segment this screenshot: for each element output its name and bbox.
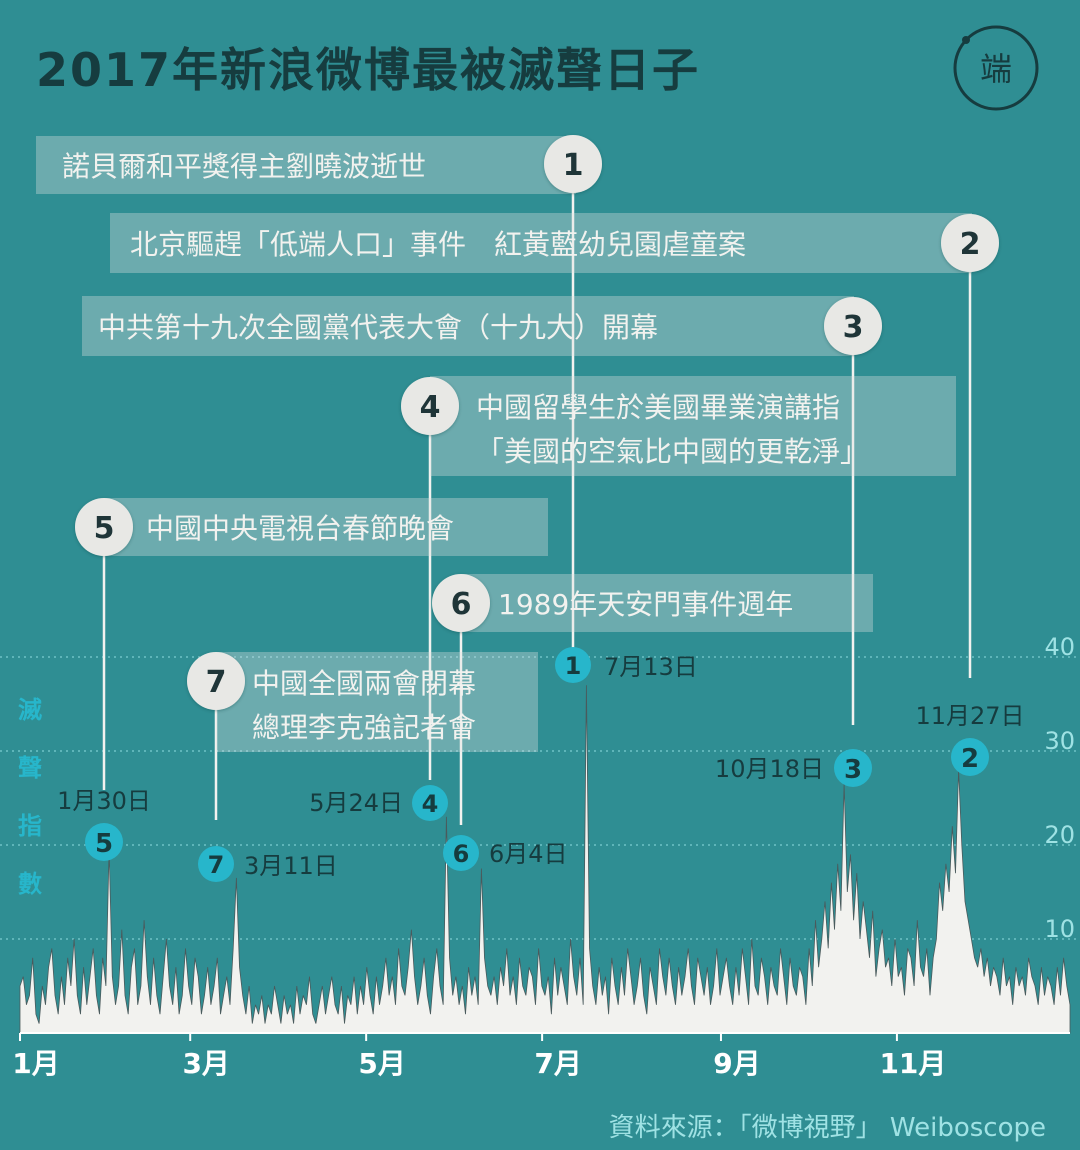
peak-marker-1: 1 7月13日 [555,647,698,683]
peak-marker-7: 7 3月11日 [198,846,338,882]
y-axis-label-char: 數 [18,870,42,898]
callout-4-number: 4 [420,390,441,425]
callout-3: 中共第十九次全國黨代表大會（十九大）開幕 3 [82,296,882,356]
peak-4-number: 4 [422,790,439,818]
peak-5-dot [85,823,123,861]
logo: 端 [953,25,1039,111]
callout-5-label: 中國中央電視台春節晚會 [146,512,454,545]
callout-7-number: 7 [206,665,227,700]
y-axis-label-char: 滅 [18,696,42,724]
peak-3-number: 3 [844,755,862,785]
logo-mark: 端 [980,50,1012,88]
peak-3-dot [834,749,872,787]
callout-connectors [102,180,972,825]
callout-2-box [110,213,972,273]
peak-7-dot [198,846,234,882]
callout-4-label: 中國留學生於美國畢業演講指 [476,391,840,424]
callout-7: 中國全國兩會閉幕 總理李克強記者會 7 [187,652,538,752]
callout-1: 諾貝爾和平獎得主劉曉波逝世 1 [36,135,602,194]
peak-marker-2: 2 11月27日 [915,702,1025,776]
peak-1-number: 1 [565,652,582,680]
callout-1-bubble [544,135,602,193]
x-tick-label: 3月 [182,1047,229,1080]
callout-5: 中國中央電視台春節晚會 5 [75,498,548,556]
callout-1-label: 諾貝爾和平獎得主劉曉波逝世 [62,150,426,183]
callout-5-number: 5 [94,511,115,546]
logo-dot [962,36,970,44]
y-tick-label: 40 [1044,633,1075,661]
peak-1-date: 7月13日 [604,653,698,681]
y-axis-label: 滅 聲 指 數 [18,696,42,898]
callout-2-number: 2 [960,227,981,262]
callout-6-label: 1989年天安門事件週年 [498,588,793,621]
callout-5-bubble [75,498,133,556]
callout-6-box [461,574,873,632]
peak-6-number: 6 [453,840,470,868]
peak-6-dot [443,835,479,871]
callout-4: 中國留學生於美國畢業演講指 「美國的空氣比中國的更乾淨」 4 [401,376,956,476]
source-credit: 資料來源：「微博視野」 Weiboscope [609,1113,1046,1143]
x-tick-label: 7月 [534,1047,581,1080]
x-tick-label: 5月 [358,1047,405,1080]
peak-3-date: 10月18日 [715,755,824,783]
callout-2-bubble [941,214,999,272]
callout-7-label: 中國全國兩會閉幕 [252,667,476,700]
callout-6-number: 6 [451,587,472,622]
y-axis-label-char: 指 [18,812,42,840]
callout-3-bubble [824,297,882,355]
peak-2-number: 2 [961,744,979,774]
peak-5-number: 5 [95,829,113,859]
peak-4-date: 5月24日 [309,789,403,817]
callout-3-number: 3 [843,310,864,345]
peak-4-dot [412,785,448,821]
callout-2: 北京驅趕「低端人口」事件 紅黃藍幼兒園虐童案 2 [110,213,999,273]
callout-7-label-line2: 總理李克強記者會 [252,711,476,744]
gridlines [0,656,1080,940]
page-title: 2017年新浪微博最被滅聲日子 [36,43,700,97]
callout-6-bubble [432,574,490,632]
callout-4-bubble [401,377,459,435]
callout-4-box [430,376,956,476]
peak-marker-4: 4 5月24日 [309,785,448,821]
callout-5-box [104,498,548,556]
x-axis-ticks: 1月 3月 5月 7月 9月 11月 [12,1033,946,1080]
x-tick-label: 1月 [12,1047,59,1080]
callout-1-number: 1 [563,148,584,183]
peak-marker-3: 3 10月18日 [715,749,872,787]
peak-7-date: 3月11日 [244,852,338,880]
callout-3-box [82,296,854,356]
peak-1-dot [555,647,591,683]
y-tick-label: 10 [1044,915,1075,943]
callout-6: 1989年天安門事件週年 6 [432,574,873,632]
y-tick-label: 30 [1044,727,1075,755]
callout-2-label: 北京驅趕「低端人口」事件 紅黃藍幼兒園虐童案 [130,228,746,261]
x-tick-label: 9月 [713,1047,760,1080]
peak-6-date: 6月4日 [489,840,568,868]
callout-7-bubble [187,652,245,710]
y-tick-label: 20 [1044,821,1075,849]
callout-4-label-line2: 「美國的空氣比中國的更乾淨」 [476,435,868,468]
peak-5-date: 1月30日 [57,787,151,815]
logo-ring [953,25,1039,111]
peak-2-dot [951,738,989,776]
callout-3-label: 中共第十九次全國黨代表大會（十九大）開幕 [98,311,658,344]
series-area [19,685,1071,1034]
callout-7-box [216,652,538,752]
peak-7-number: 7 [208,851,225,879]
y-axis-label-char: 聲 [18,754,42,782]
peak-2-date: 11月27日 [915,702,1024,730]
peak-marker-6: 6 6月4日 [443,835,568,871]
x-tick-label: 11月 [879,1047,946,1080]
peak-marker-5: 5 1月30日 [57,787,151,861]
y-tick-labels: 10 20 30 40 [1044,633,1075,943]
callout-1-box [36,136,576,194]
